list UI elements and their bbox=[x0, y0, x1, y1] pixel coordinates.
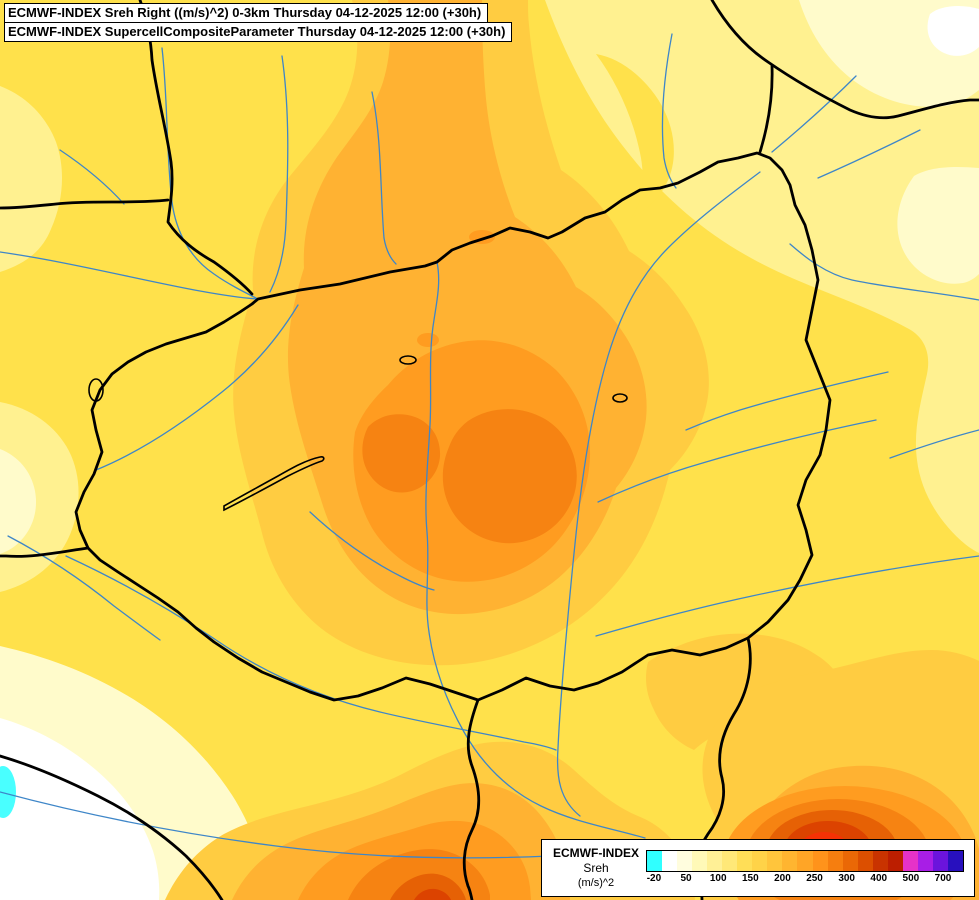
contour-central-high bbox=[233, 0, 709, 666]
legend-units: (m/s)^2 bbox=[577, 876, 615, 889]
river-hornad bbox=[661, 33, 677, 189]
legend-color-segment bbox=[797, 851, 813, 871]
legend-color-segment bbox=[647, 851, 663, 871]
lake-velence bbox=[399, 355, 417, 365]
legend-color-segment bbox=[842, 851, 858, 871]
river-danube bbox=[425, 261, 646, 839]
legend-color-segment bbox=[917, 851, 933, 871]
map-titles: ECMWF-INDEX Sreh Right ((m/s)^2) 0-3km T… bbox=[4, 3, 513, 42]
river-koros-north bbox=[685, 371, 889, 431]
contour-cream-west bbox=[0, 449, 37, 554]
border-slovenia-croatia bbox=[0, 546, 90, 558]
contour-cyan-southwest bbox=[0, 766, 16, 818]
border-czech-austria-west bbox=[0, 198, 170, 210]
contour-red2-south bbox=[414, 888, 451, 900]
legend-color-segment bbox=[737, 851, 753, 871]
river-hron bbox=[371, 91, 397, 265]
legend-color-segment bbox=[782, 851, 798, 871]
lake-tisza bbox=[612, 393, 628, 403]
legend-tick-label: 250 bbox=[806, 873, 823, 884]
river-morava bbox=[161, 47, 259, 300]
legend-parameter: Sreh bbox=[583, 860, 609, 875]
river-danube-upper bbox=[0, 251, 259, 300]
legend-color-segment bbox=[932, 851, 948, 871]
river-raba bbox=[95, 304, 299, 471]
legend-color-segment bbox=[722, 851, 738, 871]
legend-tick-label: 100 bbox=[709, 873, 727, 884]
legend-tick-label: 700 bbox=[934, 873, 952, 884]
legend-color-segment bbox=[662, 851, 678, 871]
map-title-line2: ECMWF-INDEX SupercellCompositeParameter … bbox=[4, 22, 513, 42]
legend-color-segment bbox=[692, 851, 708, 871]
legend-color-segment bbox=[812, 851, 828, 871]
legend-color-segment bbox=[857, 851, 873, 871]
legend-tick-label: 400 bbox=[870, 873, 888, 884]
river-east-mid bbox=[889, 429, 979, 459]
lake-balaton bbox=[223, 456, 325, 512]
river-tisza bbox=[556, 171, 761, 817]
legend-tick-label: 200 bbox=[774, 873, 791, 884]
contour-pale-west bbox=[0, 402, 79, 592]
legend-colorbar bbox=[646, 850, 964, 872]
river-szamos bbox=[789, 243, 979, 301]
river-koros bbox=[597, 419, 877, 503]
legend-color-segment bbox=[887, 851, 903, 871]
contour-cream-right-edge bbox=[897, 166, 979, 284]
legend-color-segment bbox=[947, 851, 963, 871]
contour-white-topright bbox=[927, 6, 979, 56]
legend-tick-label: 150 bbox=[741, 873, 759, 884]
contour-spot-danube-bend bbox=[417, 333, 439, 347]
river-mura bbox=[7, 535, 161, 641]
legend-labels: ECMWF-INDEX Sreh (m/s)^2 bbox=[546, 846, 646, 891]
contour-red1-south bbox=[390, 873, 466, 900]
border-slovakia-ukraine bbox=[758, 64, 774, 154]
legend-color-segment bbox=[752, 851, 768, 871]
border-bosnia bbox=[0, 754, 224, 900]
river-vah bbox=[269, 55, 289, 293]
river-northeast bbox=[817, 129, 921, 179]
border-poland-slovakia bbox=[710, 0, 979, 120]
legend-color-segment bbox=[827, 851, 843, 871]
legend-tick-label: -20 bbox=[646, 873, 662, 884]
legend-ticks: -20 50 100 150 200 250 300 400 500 700 bbox=[646, 873, 964, 886]
legend-title: ECMWF-INDEX bbox=[553, 845, 639, 860]
legend-tick-label: 300 bbox=[838, 873, 855, 884]
legend-colorbar-area: -20 50 100 150 200 250 300 400 500 700 bbox=[646, 850, 964, 886]
river-topleft bbox=[59, 149, 125, 205]
border-czech-slovakia-austria bbox=[138, 0, 254, 296]
river-bodrog bbox=[771, 75, 857, 153]
legend-tick-label: 50 bbox=[680, 873, 692, 884]
map-title-line1: ECMWF-INDEX Sreh Right ((m/s)^2) 0-3km T… bbox=[4, 3, 489, 23]
legend-color-segment bbox=[677, 851, 693, 871]
legend-color-segment bbox=[707, 851, 723, 871]
legend: ECMWF-INDEX Sreh (m/s)^2 -20 50 100 150 200 2… bbox=[541, 839, 975, 897]
legend-color-segment bbox=[872, 851, 888, 871]
river-maros bbox=[595, 555, 979, 637]
border-hungary bbox=[74, 151, 832, 702]
legend-color-segment bbox=[767, 851, 783, 871]
contour-white-southwest bbox=[0, 718, 160, 900]
contour-pale-topleft bbox=[0, 86, 63, 272]
contour-base-tongue-northeast bbox=[596, 54, 674, 218]
legend-color-segment bbox=[902, 851, 918, 871]
river-sio bbox=[309, 511, 435, 591]
contour-orange4-core-east bbox=[442, 409, 577, 544]
contour-orange4-core-west bbox=[362, 414, 441, 493]
river-drava bbox=[65, 555, 557, 751]
legend-tick-label: 500 bbox=[902, 873, 920, 884]
border-croatia-serbia bbox=[462, 698, 481, 900]
